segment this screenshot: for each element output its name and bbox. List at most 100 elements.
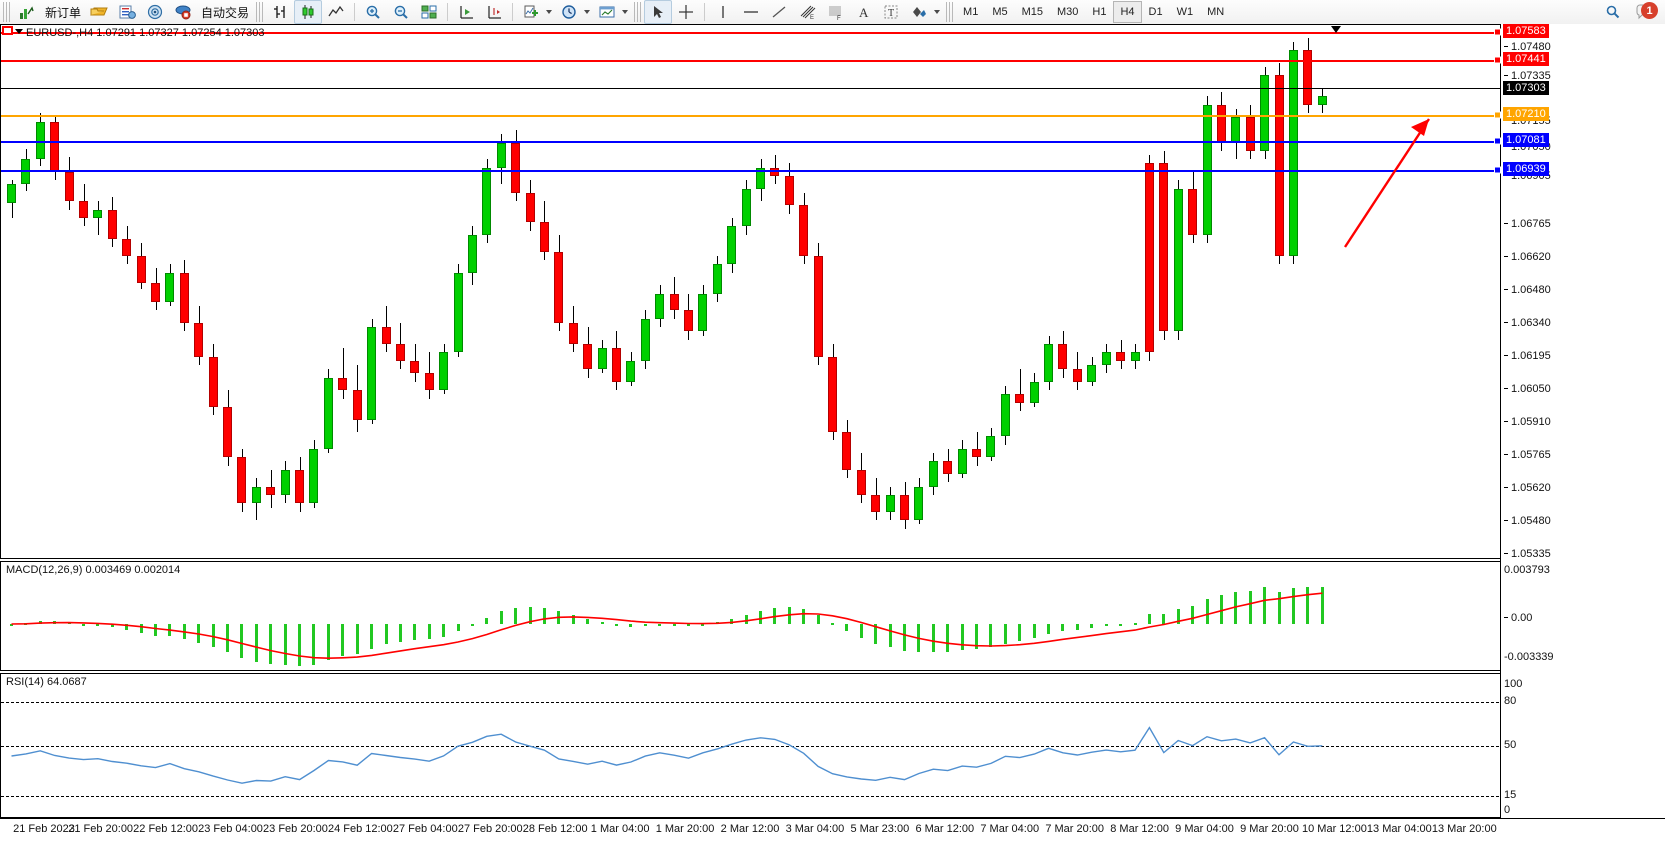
- price-tick: 1.05620: [1504, 482, 1551, 494]
- price-label-1-07081: 1.07081: [1503, 133, 1549, 147]
- shift-end-icon[interactable]: [452, 0, 480, 24]
- level-line-1-07210[interactable]: [1, 115, 1501, 117]
- crosshair-icon[interactable]: [672, 0, 700, 24]
- toolbar-grip-2[interactable]: [256, 2, 264, 22]
- macd-histogram-bar: [1003, 624, 1007, 644]
- level-line-1-06939[interactable]: [1, 170, 1501, 172]
- text-icon[interactable]: A: [849, 0, 877, 24]
- time-axis-label: 24 Feb 12:00: [327, 823, 393, 835]
- cursor-icon[interactable]: [644, 0, 673, 24]
- network-icon[interactable]: [141, 0, 169, 24]
- macd-series: [1, 562, 1499, 670]
- rsi-tick: 50: [1504, 739, 1517, 751]
- macd-histogram-bar: [10, 624, 13, 626]
- tile-windows-icon[interactable]: [415, 0, 443, 24]
- macd-histogram-bar: [787, 607, 791, 624]
- timeframe-m5[interactable]: M5: [992, 6, 1008, 18]
- equidistant-channel-icon[interactable]: E: [793, 0, 821, 24]
- macd-histogram-bar: [643, 624, 647, 627]
- timeframe-h1[interactable]: H1: [1092, 6, 1107, 18]
- shapes-icon[interactable]: [905, 0, 933, 24]
- toolbar-grip-3[interactable]: [634, 2, 642, 22]
- level-nub-1-06939[interactable]: [1494, 166, 1501, 174]
- macd-histogram-bar: [1306, 587, 1310, 624]
- rsi-level-80: [1, 702, 1499, 703]
- macd-histogram-bar: [1191, 606, 1195, 624]
- alerts-icon[interactable]: 1: [1627, 0, 1663, 24]
- toolbar-separator-4: [704, 3, 706, 21]
- text-label-icon[interactable]: T: [877, 0, 905, 24]
- level-nub-1-07210[interactable]: [1494, 111, 1501, 119]
- timeframe-mn[interactable]: MN: [1207, 6, 1225, 18]
- timeframe-m15[interactable]: M15: [1021, 6, 1043, 18]
- rsi-pane[interactable]: RSI(14) 64.0687: [0, 673, 1500, 818]
- macd-label: MACD(12,26,9) 0.003469 0.002014: [6, 564, 181, 576]
- timeframe-w1[interactable]: W1: [1176, 6, 1194, 18]
- timeframe-h4[interactable]: H4: [1113, 1, 1142, 23]
- vertical-line-icon[interactable]: [709, 0, 737, 24]
- candlestick-chart-icon[interactable]: [294, 0, 323, 24]
- chevron-down-icon[interactable]: [546, 10, 553, 14]
- profiles-icon[interactable]: [113, 0, 141, 24]
- time-axis-label: 27 Feb 20:00: [457, 823, 523, 835]
- time-axis-label: 13 Mar 04:00: [1366, 823, 1432, 835]
- level-line-1-07441[interactable]: [1, 60, 1501, 62]
- toolbar-separator-2: [447, 3, 449, 21]
- new-order-icon[interactable]: [13, 0, 41, 24]
- macd-histogram-bar: [658, 624, 662, 626]
- templates-icon[interactable]: [593, 0, 621, 24]
- macd-histogram-bar: [110, 624, 114, 628]
- auto-scroll-icon[interactable]: [480, 0, 508, 24]
- chevron-down-icon-3[interactable]: [622, 10, 629, 14]
- line-chart-icon[interactable]: [322, 0, 350, 24]
- macd-histogram-bar: [384, 624, 388, 645]
- add-indicator-icon[interactable]: [517, 0, 545, 24]
- zoom-out-icon[interactable]: [387, 0, 415, 24]
- macd-histogram-bar: [370, 624, 374, 649]
- timeframe-m30[interactable]: M30: [1057, 6, 1079, 18]
- price-pane[interactable]: EURUSD-,H4 1.07291 1.07327 1.07254 1.073…: [0, 24, 1501, 559]
- level-line-1-07583[interactable]: [1, 32, 1501, 34]
- macd-histogram-bar: [312, 624, 316, 665]
- toolbar-grip[interactable]: [3, 2, 10, 22]
- autotrading-label[interactable]: 自动交易: [201, 5, 250, 20]
- trendline-icon[interactable]: [765, 0, 793, 24]
- fibonacci-icon[interactable]: F: [821, 0, 849, 24]
- time-axis-label: 7 Mar 20:00: [1045, 823, 1105, 835]
- macd-histogram-bar: [139, 624, 143, 633]
- timeframe-d1[interactable]: D1: [1148, 6, 1163, 18]
- zoom-in-icon[interactable]: [359, 0, 387, 24]
- macd-histogram-bar: [1090, 624, 1094, 628]
- level-line-1-07081[interactable]: [1, 141, 1501, 143]
- timeframe-m1[interactable]: M1: [963, 6, 979, 18]
- time-axis-label: 21 Feb 2023: [13, 823, 75, 835]
- autotrading-icon[interactable]: [169, 0, 197, 24]
- search-icon[interactable]: [1599, 0, 1627, 24]
- macd-pane[interactable]: MACD(12,26,9) 0.003469 0.002014: [0, 561, 1500, 671]
- macd-histogram-bar: [125, 624, 129, 630]
- time-axis-label: 9 Mar 20:00: [1240, 823, 1299, 835]
- macd-histogram-bar: [744, 614, 748, 624]
- macd-tick: 0.003793: [1504, 564, 1550, 576]
- level-nub-1-07583[interactable]: [1494, 28, 1501, 36]
- period-icon[interactable]: [555, 0, 583, 24]
- price-label-1-06939: 1.06939: [1503, 162, 1549, 176]
- level-nub-1-07081[interactable]: [1494, 137, 1501, 145]
- price-scale[interactable]: 1.07583 1.07441 1.07303 1.07210 1.07081 …: [1500, 24, 1665, 819]
- folder-icon[interactable]: [85, 0, 113, 24]
- macd-histogram-bar: [931, 624, 935, 653]
- toolbar-grip-4[interactable]: [946, 2, 954, 22]
- macd-histogram-bar: [960, 624, 964, 651]
- horizontal-line-icon[interactable]: [737, 0, 765, 24]
- level-nub-1-07441[interactable]: [1494, 56, 1501, 64]
- chevron-down-icon-2[interactable]: [584, 10, 591, 14]
- time-scale[interactable]: 21 Feb 2023 21 Feb 20:00 22 Feb 12:00 23 Fe…: [0, 818, 1665, 841]
- chevron-down-icon-4[interactable]: [934, 10, 941, 14]
- bar-chart-icon[interactable]: [266, 0, 294, 24]
- price-label-1-07441: 1.07441: [1503, 52, 1549, 66]
- new-order-label[interactable]: 新订单: [45, 5, 82, 20]
- price-tick: 1.05765: [1504, 449, 1551, 461]
- symbol-dropdown-icon[interactable]: [15, 29, 23, 34]
- macd-histogram-bar: [254, 624, 258, 662]
- chart-area[interactable]: EURUSD-,H4 1.07291 1.07327 1.07254 1.073…: [0, 24, 1665, 841]
